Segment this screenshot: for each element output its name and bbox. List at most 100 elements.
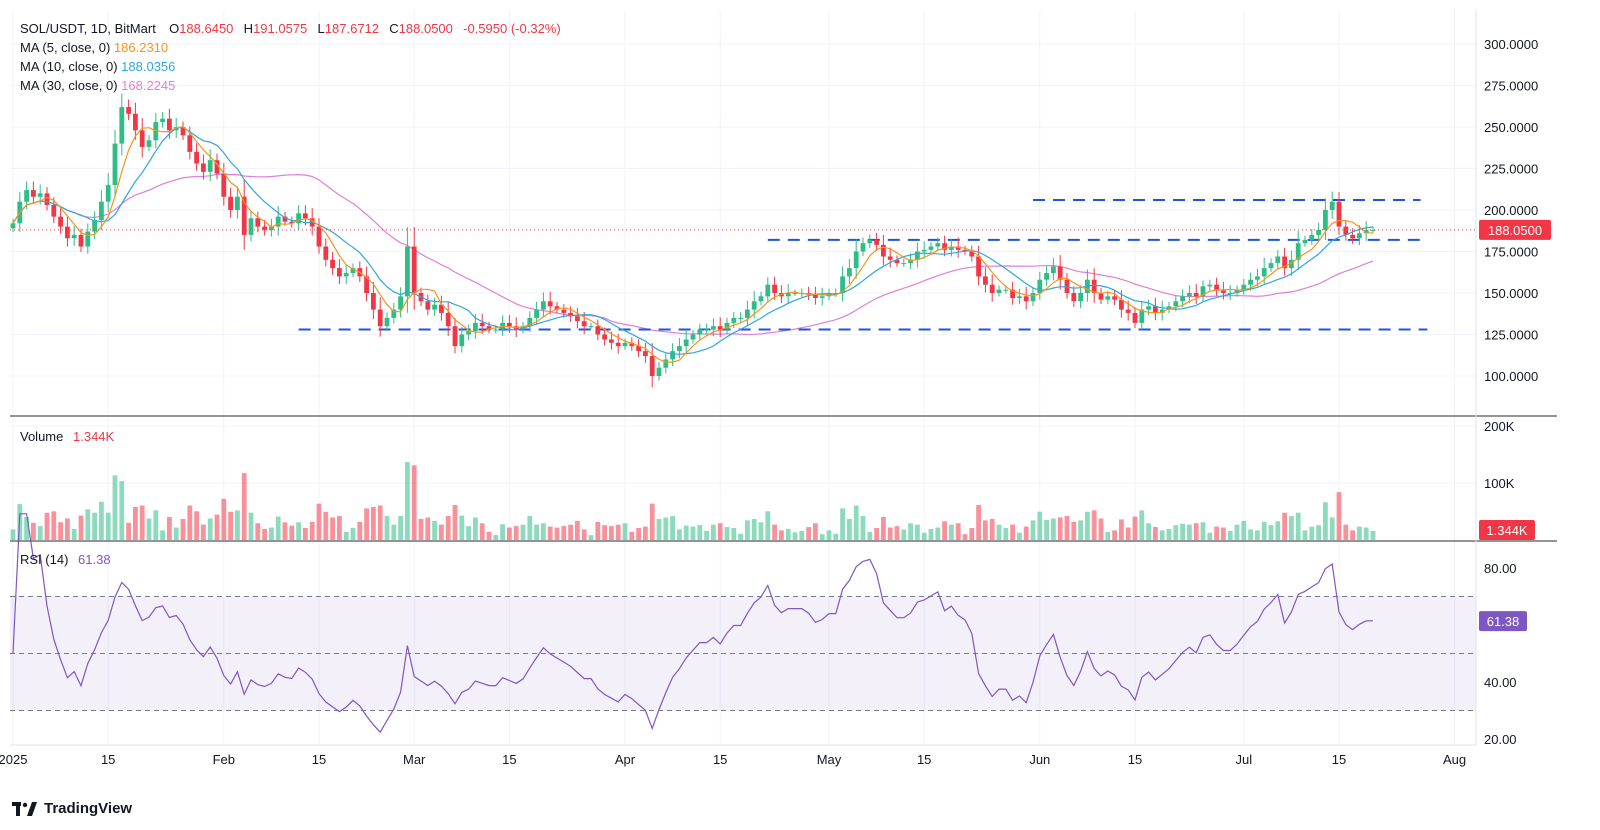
candle-body — [432, 304, 437, 310]
volume-bar — [1078, 520, 1083, 540]
candle-body — [31, 190, 36, 197]
volume-bar — [731, 527, 737, 540]
candle — [262, 219, 267, 236]
volume-bar — [1173, 525, 1179, 540]
volume-bar — [1193, 523, 1199, 540]
candle — [581, 311, 587, 335]
volume-bar — [343, 531, 349, 540]
candle-body — [85, 231, 91, 247]
candle-body — [1370, 229, 1376, 231]
candle — [588, 322, 594, 330]
candle-body — [493, 329, 499, 331]
volume-bar — [507, 527, 512, 540]
candle — [942, 235, 947, 257]
volume-bar — [629, 531, 635, 540]
volume-bar — [1234, 524, 1240, 540]
volume-bar — [51, 511, 57, 540]
tradingview-brand[interactable]: TradingView — [12, 800, 132, 817]
volume-bar — [921, 532, 927, 540]
volume-bar — [663, 517, 669, 540]
candle-body — [840, 276, 845, 293]
volume-bar — [643, 526, 648, 540]
candle-body — [602, 334, 607, 340]
candle-body — [622, 342, 628, 347]
volume-bar — [65, 518, 70, 540]
volume-bar — [493, 535, 499, 540]
candle-body — [656, 367, 662, 376]
candle-body — [1302, 239, 1308, 244]
candle-body — [792, 293, 798, 294]
volume-bar — [949, 524, 954, 540]
candle — [160, 112, 165, 128]
volume-bar — [398, 516, 403, 540]
volume-bar — [609, 526, 614, 540]
candle — [255, 211, 261, 233]
candle — [813, 286, 818, 305]
volume-bar — [337, 516, 342, 540]
rsi-pane[interactable] — [10, 513, 1476, 734]
volume-bar — [44, 512, 50, 540]
candle — [643, 342, 648, 364]
candle-body — [819, 296, 825, 298]
candle-body — [269, 226, 274, 230]
volume-bar — [323, 511, 329, 540]
time-tick-label: Apr — [615, 752, 636, 767]
candle — [1323, 198, 1328, 241]
candle-body — [51, 205, 57, 217]
price-pane[interactable] — [10, 93, 1476, 388]
volume-bar — [887, 527, 893, 540]
candle-body — [1051, 266, 1056, 274]
candle-body — [765, 284, 771, 297]
candle — [697, 323, 703, 340]
candle — [126, 99, 131, 121]
candle — [1221, 281, 1226, 300]
volume-bar — [1207, 532, 1213, 540]
candle-body — [554, 306, 560, 310]
candle-body — [663, 359, 669, 368]
candle — [1044, 265, 1049, 287]
candle-body — [1295, 243, 1301, 260]
volume-bar — [602, 525, 607, 540]
volume-bar — [711, 524, 716, 540]
volume-bar — [1023, 526, 1029, 540]
candle — [10, 218, 16, 233]
candle-body — [860, 243, 866, 252]
candle — [602, 327, 607, 346]
volume-bar — [85, 509, 91, 540]
candle — [704, 323, 709, 335]
candle-body — [1091, 279, 1097, 293]
volume-bar — [71, 528, 77, 540]
candle — [677, 337, 682, 359]
candle-body — [78, 234, 84, 247]
candle — [411, 226, 417, 310]
candle — [139, 118, 145, 158]
candle-body — [901, 263, 907, 265]
candle-body — [44, 193, 50, 206]
volume-pane[interactable] — [10, 462, 1376, 540]
volume-bar — [1146, 523, 1151, 540]
candle-body — [1064, 279, 1070, 293]
candle-body — [133, 113, 138, 131]
candle-body — [738, 317, 743, 319]
candle-body — [915, 251, 920, 260]
volume-tick-label: 100K — [1484, 476, 1515, 491]
high-value: 191.0575 — [253, 21, 308, 36]
candle — [881, 235, 886, 265]
candle — [1159, 300, 1165, 321]
candle — [248, 210, 254, 242]
volume-value: 1.344K — [73, 429, 115, 444]
volume-bar — [894, 526, 900, 540]
volume-bar — [411, 465, 417, 540]
candle — [1268, 258, 1274, 273]
volume-bar — [1037, 511, 1043, 540]
candle — [921, 241, 927, 259]
candle-body — [1125, 309, 1131, 313]
candle-body — [92, 219, 97, 232]
volume-bar — [813, 523, 818, 540]
ma10-value: 188.0356 — [121, 59, 176, 74]
candle — [350, 263, 356, 278]
volume-bar — [330, 517, 335, 540]
volume-bar — [513, 526, 519, 540]
candle-body — [343, 273, 349, 277]
